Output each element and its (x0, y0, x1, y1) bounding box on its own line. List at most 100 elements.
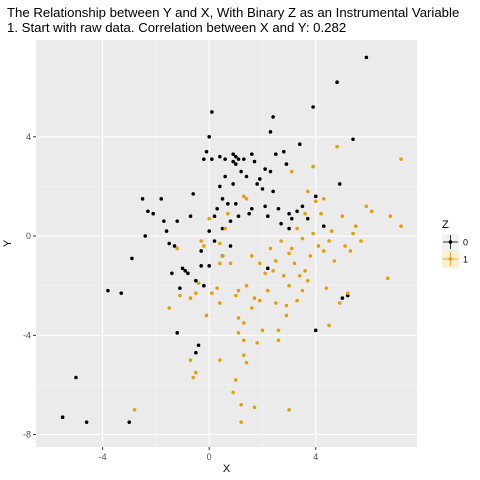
data-point-z1 (399, 157, 403, 161)
data-point-z1 (385, 276, 390, 281)
data-point-z1 (281, 273, 286, 278)
data-point-z0 (207, 229, 211, 233)
legend-title: Z (442, 219, 449, 231)
data-point-z1 (239, 420, 243, 424)
data-point-z1 (319, 211, 323, 216)
data-point-z0 (271, 115, 275, 119)
data-point-z0 (172, 244, 177, 248)
data-point-z0 (364, 55, 369, 60)
data-point-z0 (151, 211, 156, 216)
data-point-z0 (199, 264, 203, 268)
data-point-z0 (196, 343, 201, 348)
chart-subtitle: 1. Start with raw data. Correlation betw… (7, 20, 347, 35)
x-axis-label: X (223, 463, 231, 475)
data-point-z0 (186, 271, 190, 276)
data-point-z1 (258, 261, 262, 266)
legend-label-1: 1 (463, 255, 468, 265)
data-point-z0 (295, 209, 299, 214)
data-point-z0 (143, 234, 148, 238)
data-point-z0 (276, 206, 281, 211)
data-point-z0 (271, 189, 275, 194)
data-point-z0 (194, 278, 198, 283)
data-point-z0 (268, 169, 273, 174)
data-point-z0 (236, 214, 241, 219)
data-point-z1 (188, 296, 193, 300)
data-point-z0 (281, 149, 286, 154)
data-point-z0 (215, 206, 219, 211)
data-point-z0 (247, 211, 251, 216)
data-point-z0 (297, 142, 302, 147)
data-point-z0 (220, 197, 225, 201)
y-tick-label: 4 (26, 132, 31, 142)
data-point-z1 (308, 254, 313, 258)
data-point-z0 (258, 177, 262, 181)
data-point-z1 (388, 214, 393, 219)
data-point-z1 (250, 306, 254, 310)
data-point-z1 (351, 231, 355, 236)
data-point-z1 (284, 313, 289, 318)
data-point-z1 (234, 293, 238, 298)
data-point-z1 (244, 283, 249, 288)
data-point-z0 (218, 184, 222, 189)
data-point-z1 (364, 204, 369, 209)
data-point-z0 (202, 157, 206, 161)
data-point-z0 (255, 182, 259, 186)
data-point-z1 (250, 254, 254, 258)
data-point-z1 (218, 358, 222, 362)
data-point-z0 (311, 105, 315, 109)
data-point-z1 (399, 224, 403, 228)
data-point-z1 (263, 271, 267, 276)
data-point-z0 (305, 216, 310, 221)
data-point-z0 (263, 167, 267, 171)
data-point-z1 (132, 407, 137, 412)
data-point-z1 (194, 291, 198, 295)
data-point-z1 (287, 283, 291, 288)
data-point-z0 (199, 249, 203, 253)
data-point-z0 (210, 157, 214, 161)
data-point-z1 (353, 224, 358, 228)
data-point-z0 (234, 201, 238, 206)
data-point-z1 (242, 338, 246, 343)
data-point-z1 (194, 370, 198, 375)
data-point-z1 (297, 273, 302, 278)
data-point-z0 (170, 271, 174, 276)
data-point-z1 (343, 244, 347, 248)
data-point-z0 (204, 149, 209, 154)
data-point-z1 (316, 244, 321, 248)
data-point-z1 (244, 360, 249, 365)
data-point-z1 (231, 390, 235, 395)
data-point-z0 (223, 157, 227, 161)
data-point-z1 (295, 226, 299, 231)
data-point-z0 (226, 201, 230, 206)
data-point-z1 (260, 328, 265, 333)
data-point-z0 (300, 204, 305, 209)
data-point-z1 (321, 197, 326, 201)
data-point-z1 (348, 249, 353, 253)
data-point-z0 (60, 415, 65, 420)
data-point-z1 (239, 403, 243, 407)
data-point-z0 (239, 169, 243, 174)
data-point-z1 (175, 246, 180, 251)
data-point-z1 (204, 313, 209, 318)
data-point-z1 (287, 251, 291, 256)
data-point-z1 (218, 261, 222, 266)
data-point-z0 (159, 197, 164, 201)
data-point-z0 (345, 293, 350, 298)
data-point-z0 (183, 268, 188, 273)
data-point-z0 (220, 226, 225, 231)
data-point-z1 (329, 229, 334, 233)
data-point-z0 (202, 283, 206, 288)
data-point-z0 (236, 157, 241, 161)
data-point-z1 (167, 306, 172, 310)
data-point-z1 (313, 199, 318, 204)
data-point-z1 (255, 340, 259, 345)
data-point-z0 (140, 197, 145, 201)
data-point-z0 (234, 154, 238, 159)
data-point-z0 (279, 221, 283, 226)
data-point-z0 (265, 214, 270, 219)
data-point-z1 (178, 293, 182, 298)
data-point-z1 (287, 407, 291, 412)
data-point-z0 (191, 192, 195, 196)
data-point-z1 (268, 246, 273, 251)
data-point-z1 (202, 244, 206, 248)
